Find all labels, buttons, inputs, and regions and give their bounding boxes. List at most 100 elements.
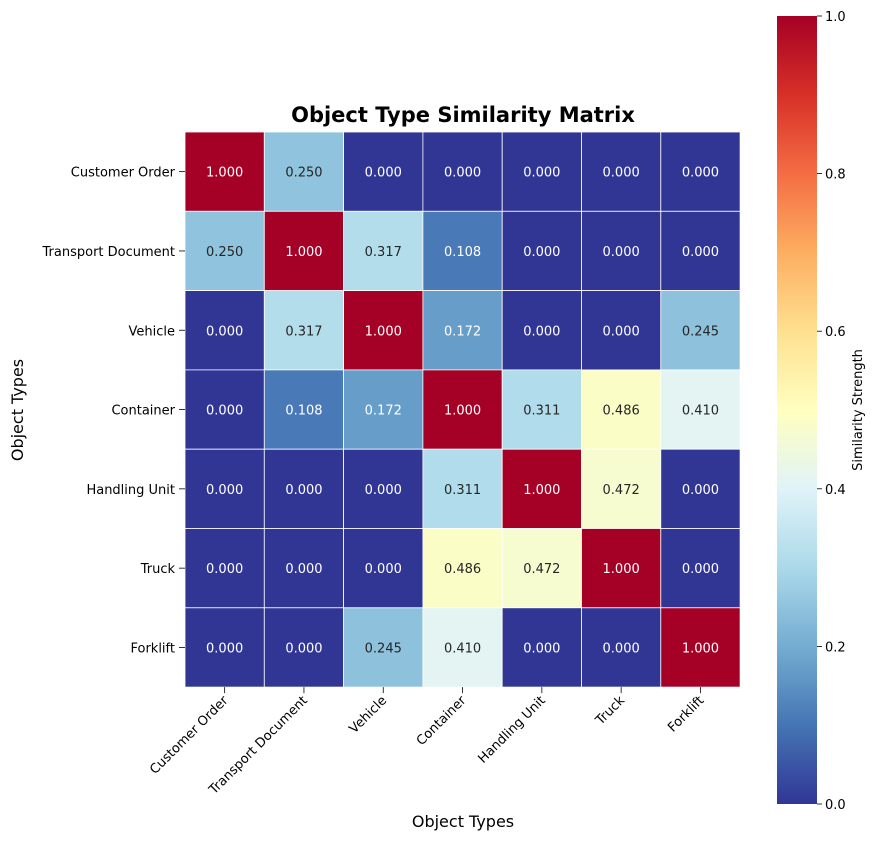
cell-value-label: 0.317 xyxy=(365,245,402,260)
cell-value-label: 0.000 xyxy=(682,166,719,181)
cell-value-label: 0.000 xyxy=(206,404,243,419)
cell-value-label: 0.472 xyxy=(523,562,560,577)
cell-value-label: 0.000 xyxy=(444,166,481,181)
heatmap-cell xyxy=(501,607,582,688)
heatmap-cells: 1.000 0.250 0.000 0.000 0.000 0.000 0.000 0.250… xyxy=(184,131,741,688)
cell-value-label: 0.000 xyxy=(682,562,719,577)
colorbar-tick-label: 0.4 xyxy=(825,483,846,498)
heatmap-cell xyxy=(263,369,344,450)
x-tick-label: Vehicle xyxy=(347,693,390,736)
cell-value-label: 0.000 xyxy=(682,483,719,498)
cell-value-label: 0.410 xyxy=(682,404,719,419)
y-tick-label: Handling Unit xyxy=(86,483,175,498)
heatmap-cell xyxy=(263,131,344,212)
colorbar-tick-label: 0.2 xyxy=(825,640,846,655)
cell-value-label: 0.250 xyxy=(285,166,322,181)
heatmap-cell xyxy=(422,528,503,609)
x-tick-label: Forklift xyxy=(665,693,707,735)
cell-value-label: 1.000 xyxy=(603,562,640,577)
cell-value-label: 0.317 xyxy=(285,324,322,339)
heatmap-cell xyxy=(581,607,662,688)
cell-value-label: 1.000 xyxy=(285,245,322,260)
heatmap-cell xyxy=(343,607,424,688)
colorbar: 0.0 0.2 0.4 0.6 0.8 1.0 Similarity Strength xyxy=(777,10,866,813)
colorbar-ticks: 0.0 0.2 0.4 0.6 0.8 1.0 xyxy=(817,10,846,813)
heatmap-cell xyxy=(184,131,265,212)
cell-value-label: 0.472 xyxy=(603,483,640,498)
heatmap-cell xyxy=(501,528,582,609)
cell-value-label: 0.000 xyxy=(206,324,243,339)
heatmap-cell xyxy=(263,290,344,371)
cell-value-label: 0.000 xyxy=(603,641,640,656)
heatmap-cell xyxy=(660,369,741,450)
cell-value-label: 0.000 xyxy=(523,641,560,656)
y-tick-label: Forklift xyxy=(130,641,175,656)
cell-value-label: 0.000 xyxy=(365,483,402,498)
cell-value-label: 1.000 xyxy=(206,166,243,181)
cell-value-label: 0.000 xyxy=(206,483,243,498)
cell-value-label: 0.000 xyxy=(365,562,402,577)
heatmap-cell xyxy=(184,528,265,609)
cell-value-label: 0.172 xyxy=(444,324,481,339)
cell-value-label: 0.000 xyxy=(285,641,322,656)
chart-title: Object Type Similarity Matrix xyxy=(291,103,635,127)
cell-value-label: 1.000 xyxy=(523,483,560,498)
colorbar-tick-label: 1.0 xyxy=(825,10,846,25)
heatmap-cell xyxy=(343,528,424,609)
x-tick-label: Handling Unit xyxy=(475,693,548,766)
y-tick-label: Vehicle xyxy=(129,324,176,339)
heatmap-cell xyxy=(581,131,662,212)
cell-value-label: 0.000 xyxy=(682,245,719,260)
x-axis-label: Object Types xyxy=(412,812,514,831)
x-tick-label: Customer Order xyxy=(147,693,232,778)
cell-value-label: 0.311 xyxy=(523,404,560,419)
cell-value-label: 0.000 xyxy=(206,562,243,577)
cell-value-label: 1.000 xyxy=(682,641,719,656)
heatmap-cell xyxy=(660,528,741,609)
cell-value-label: 0.486 xyxy=(444,562,481,577)
cell-value-label: 0.108 xyxy=(285,404,322,419)
y-tick-label: Customer Order xyxy=(71,166,176,181)
x-tick-label: Truck xyxy=(592,693,628,729)
cell-value-label: 0.000 xyxy=(365,166,402,181)
cell-value-label: 1.000 xyxy=(444,404,481,419)
y-tick-label: Transport Document xyxy=(42,245,175,260)
heatmap-cell xyxy=(660,290,741,371)
x-tick-label: Container xyxy=(414,693,470,749)
colorbar-label: Similarity Strength xyxy=(851,349,866,471)
heatmap-cell xyxy=(184,607,265,688)
heatmap-cell xyxy=(422,290,503,371)
heatmap-cell xyxy=(343,448,424,529)
cell-value-label: 0.000 xyxy=(603,245,640,260)
colorbar-tick-label: 0.6 xyxy=(825,325,846,340)
cell-value-label: 0.410 xyxy=(444,641,481,656)
cell-value-label: 0.000 xyxy=(206,641,243,656)
heatmap-cell xyxy=(660,210,741,292)
heatmap-cell xyxy=(184,369,265,450)
heatmap-cell xyxy=(343,210,424,292)
cell-value-label: 1.000 xyxy=(365,324,402,339)
heatmap-cell xyxy=(581,369,662,450)
cell-value-label: 0.250 xyxy=(206,245,243,260)
heatmap-cell xyxy=(581,290,662,371)
colorbar-tick-label: 0.8 xyxy=(825,168,846,183)
heatmap-cell xyxy=(184,290,265,371)
heatmap-cell xyxy=(501,210,582,292)
y-axis-ticks: Customer Order Transport Document Vehicle C… xyxy=(42,166,185,656)
colorbar-tick-label: 0.0 xyxy=(825,798,846,813)
cell-value-label: 0.108 xyxy=(444,245,481,260)
cell-value-label: 0.000 xyxy=(603,324,640,339)
heatmap-cell xyxy=(184,448,265,529)
cell-value-label: 0.000 xyxy=(523,245,560,260)
cell-value-label: 0.000 xyxy=(523,324,560,339)
cell-value-label: 0.486 xyxy=(603,404,640,419)
heatmap-cell xyxy=(501,131,582,212)
y-tick-label: Truck xyxy=(140,562,176,577)
heatmap-cell xyxy=(343,290,424,371)
heatmap-cell xyxy=(263,528,344,609)
heatmap-cell xyxy=(660,607,741,688)
cell-value-label: 0.311 xyxy=(444,483,481,498)
heatmap-cell xyxy=(581,210,662,292)
y-tick-label: Container xyxy=(111,404,175,419)
